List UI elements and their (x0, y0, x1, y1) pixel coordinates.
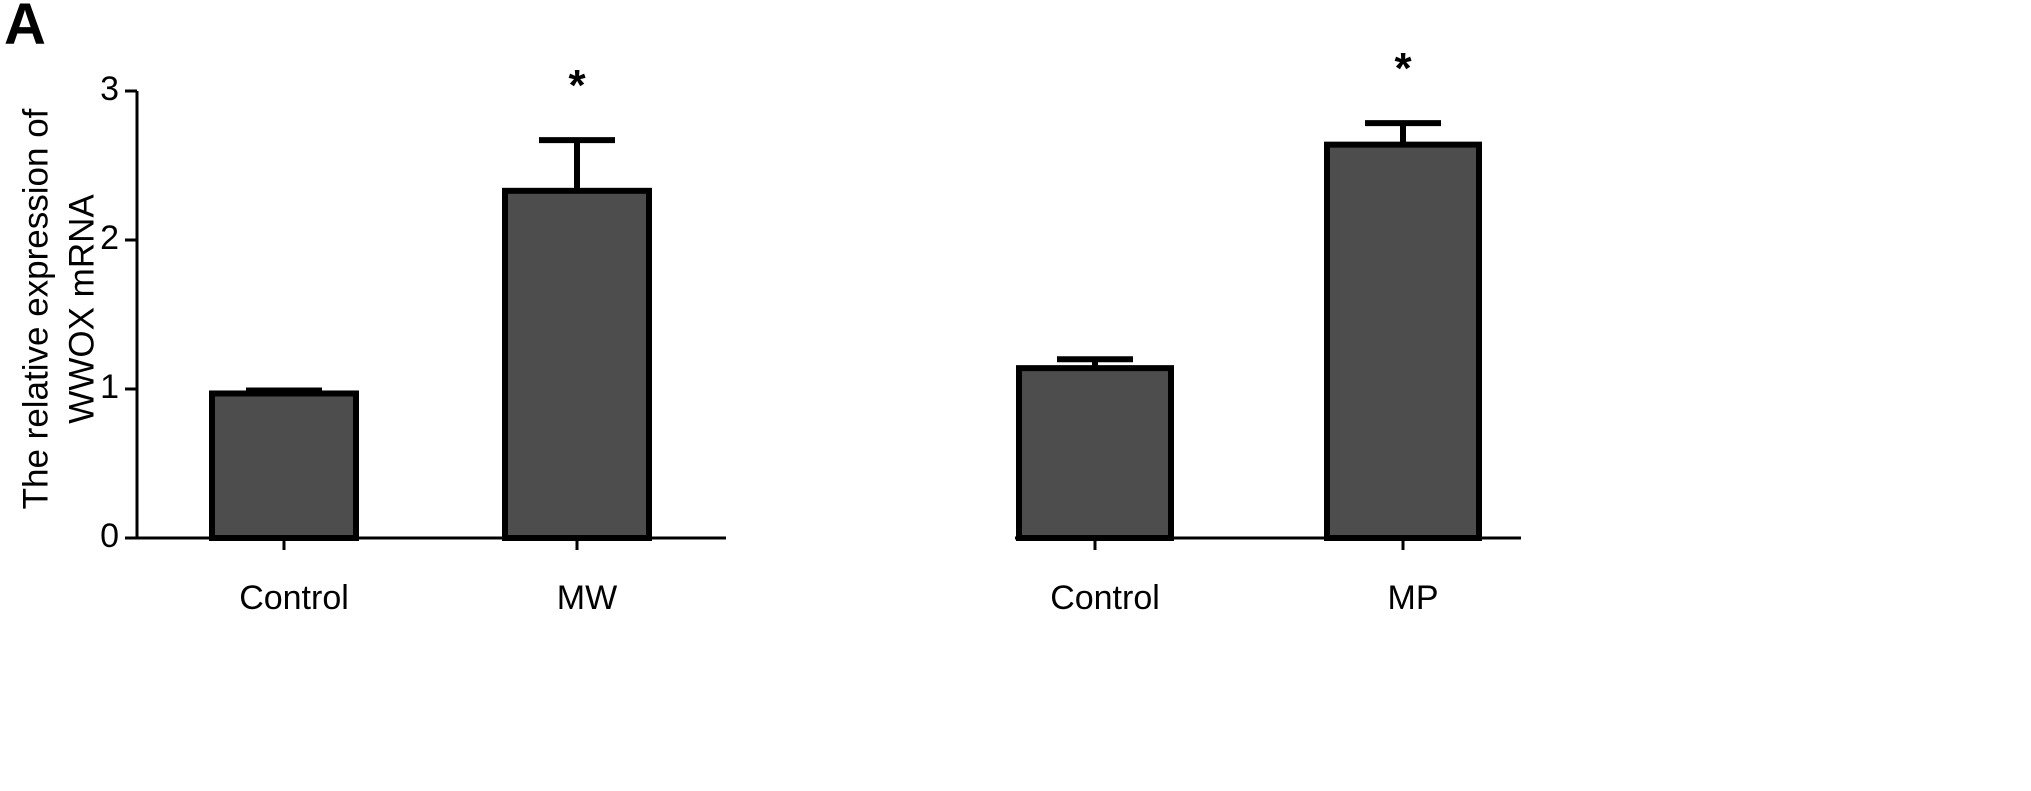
chart-panel-a: A The relative expression of WWOX mRNA 0 1 2 3… (0, 0, 1015, 791)
chart-b-svg: BThe relative expression ofp53 (wild-typ… (1015, 44, 1521, 617)
y-axis-title-line-1: The relative expression of (16, 108, 55, 509)
x-tick-label-control: Control (239, 579, 349, 617)
bar-mw (502, 187, 652, 542)
y-tick-label: 1 (100, 368, 119, 406)
bar-mp (1324, 141, 1482, 541)
significance-marker: * (568, 61, 586, 110)
significance-marker: * (1394, 44, 1412, 93)
y-tick-label: 3 (100, 70, 119, 108)
bar-control (209, 390, 359, 541)
x-tick-label-mw: MW (557, 579, 617, 617)
chart-panel-b: BThe relative expression ofp53 (wild-typ… (1015, 0, 2031, 791)
y-tick-label: 2 (100, 219, 119, 257)
y-tick-label: 0 (100, 517, 119, 555)
x-tick-label-mp: MP (1388, 579, 1439, 617)
chart-a-svg: A The relative expression of WWOX mRNA 0 1 2 3… (4, 0, 726, 617)
x-tick-label-control: Control (1050, 579, 1160, 617)
bar-control (1016, 365, 1174, 542)
panel-letter-a: A (4, 0, 46, 57)
y-axis-title-line-2: WWOX mRNA (62, 194, 101, 424)
